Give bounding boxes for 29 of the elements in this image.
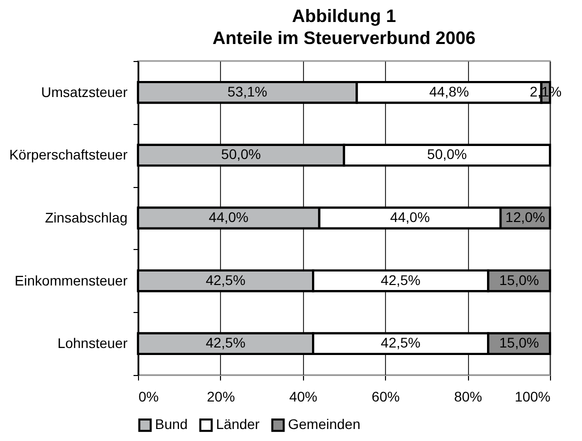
data-label: 42,5% [206,334,246,351]
y-tick-label: Zinsabschlag [45,210,128,226]
y-tick-label: Einkommensteuer [14,272,128,288]
legend-label: Bund [155,416,188,432]
x-tick-label: 80% [454,388,482,404]
y-tick-label: Lohnsteuer [57,335,128,352]
y-tick-label: Umsatzsteuer [41,84,128,100]
x-tick-label: 100% [514,388,550,404]
x-tick-label: 60% [372,388,400,404]
data-label: 50,0% [427,146,467,162]
data-label: 42,5% [380,272,420,288]
data-label: 53,1% [228,83,268,100]
chart-title: Abbildung 1 [292,6,396,26]
data-label: 44,0% [208,209,248,225]
data-label: 42,5% [380,334,420,351]
data-label: 15,0% [499,272,539,288]
x-tick-label: 20% [206,388,235,404]
data-label: 15,0% [499,334,539,351]
chart-subtitle: Anteile im Steuerverbund 2006 [212,28,476,48]
data-label: 12,0% [505,209,546,225]
data-label: 44,0% [390,209,430,225]
data-label: 42,5% [206,272,246,288]
x-tick-label: 0% [138,388,159,404]
legend-label: Länder [216,416,260,432]
x-tick-label: 40% [289,388,318,404]
data-label: 44,8% [429,83,469,100]
y-tick-label: Körperschaftsteuer [9,146,128,163]
data-label: 50,0% [221,146,261,162]
legend-label: Gemeinden [288,416,360,432]
